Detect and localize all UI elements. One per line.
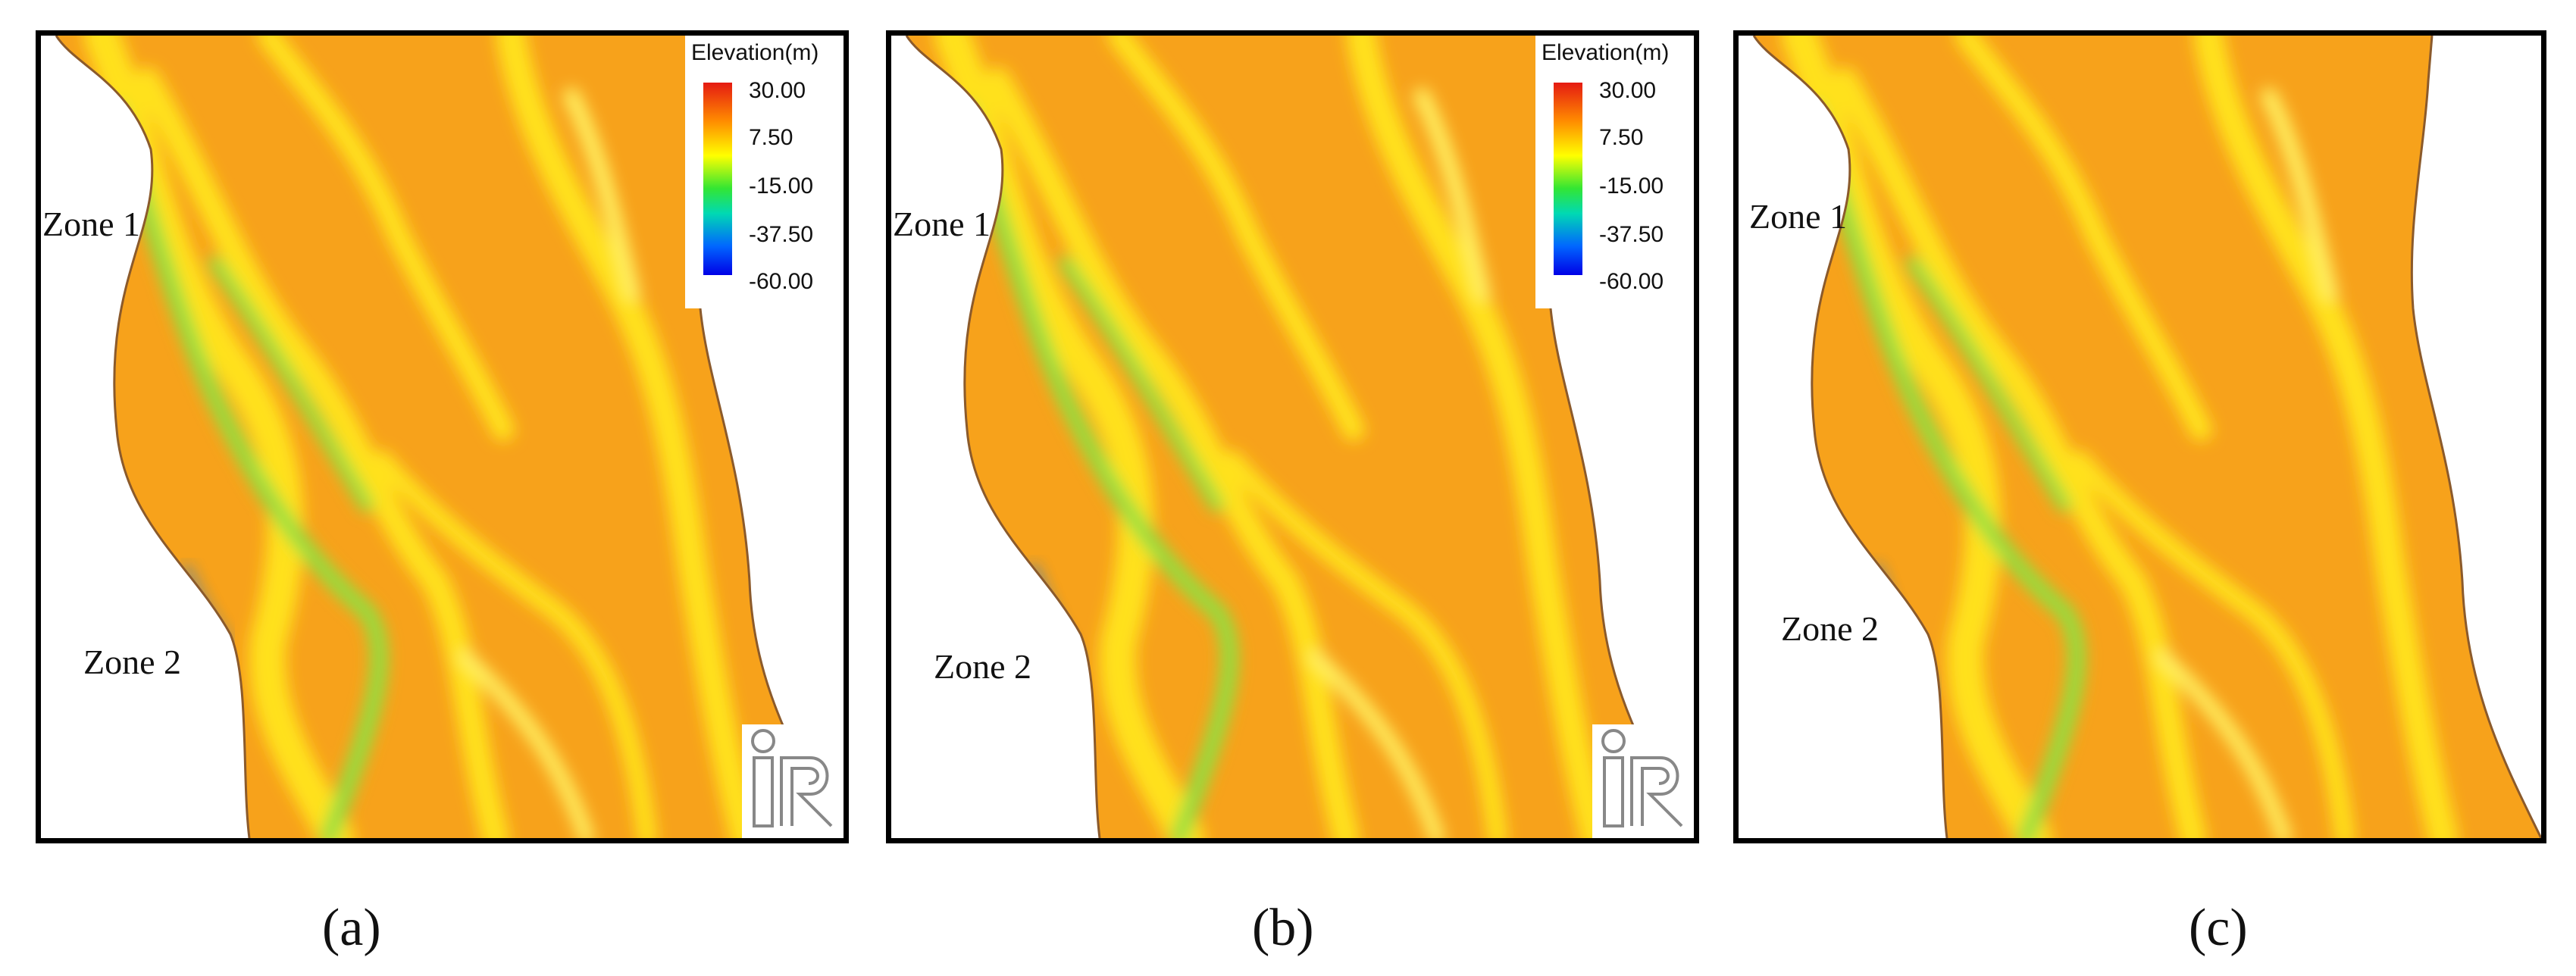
iric-logo-icon (1592, 724, 1694, 838)
legend-tick: -37.50 (749, 222, 814, 247)
zone-2-label: Zone 2 (934, 647, 1032, 686)
legend-title: Elevation(m) (691, 40, 819, 65)
elevation-map (905, 36, 1694, 838)
legend-tick: -60.00 (749, 269, 814, 294)
legend-tick: -15.00 (1599, 174, 1664, 199)
panel-c: Zone 1 Zone 2 (1733, 30, 2546, 843)
legend-tick: -60.00 (1599, 269, 1664, 294)
zone-1-label: Zone 1 (42, 205, 141, 243)
elevation-map (1752, 36, 2541, 838)
legend-colorbar (1554, 83, 1582, 275)
zone-1-label: Zone 1 (1749, 197, 1848, 236)
panel-a: Zone 1 Zone 2 Elevation(m) 30.00 7.50 -1… (36, 30, 849, 843)
legend-title: Elevation(m) (1542, 40, 1670, 65)
legend-tick: 30.00 (1599, 78, 1657, 103)
zone-1-label: Zone 1 (893, 205, 991, 243)
zone-2-label: Zone 2 (83, 643, 182, 681)
zone-2-label: Zone 2 (1781, 609, 1880, 648)
panel-b: Zone 1 Zone 2 Elevation(m) 30.00 7.50 -1… (886, 30, 1699, 843)
elevation-legend: Elevation(m) 30.00 7.50 -15.00 -37.50 -6… (685, 36, 837, 308)
caption-a: (a) (322, 899, 381, 957)
legend-colorbar (703, 83, 732, 275)
elevation-legend: Elevation(m) 30.00 7.50 -15.00 -37.50 -6… (1535, 36, 1687, 308)
legend-tick: 7.50 (749, 125, 793, 150)
iric-logo-icon (742, 724, 844, 838)
legend-tick: 7.50 (1599, 125, 1644, 150)
caption-b: (b) (1252, 899, 1314, 957)
legend-tick: 30.00 (749, 78, 806, 103)
legend-tick: -15.00 (749, 174, 814, 199)
caption-c: (c) (2189, 899, 2248, 957)
legend-tick: -37.50 (1599, 222, 1664, 247)
